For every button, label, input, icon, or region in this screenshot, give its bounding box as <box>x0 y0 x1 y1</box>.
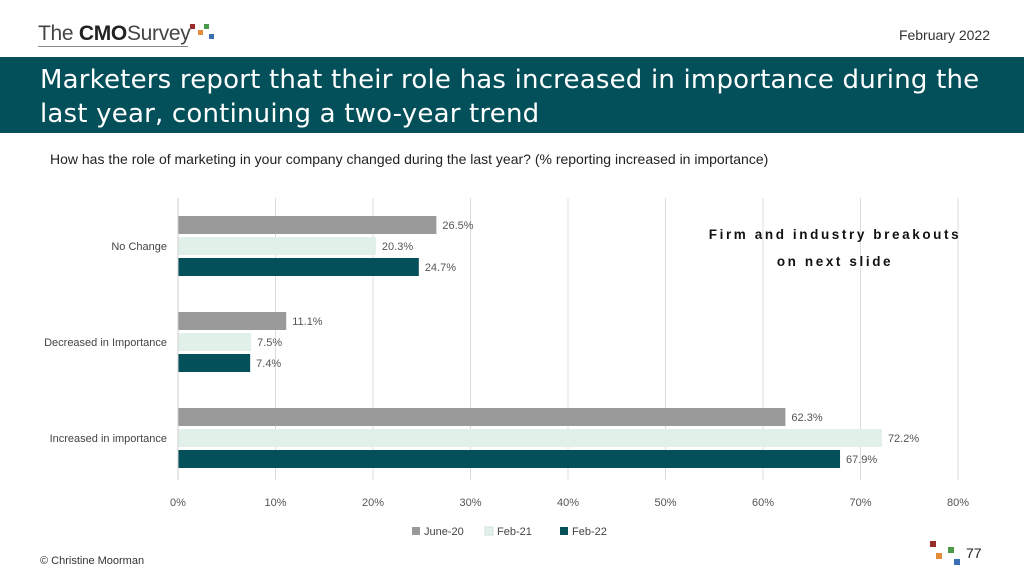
bar <box>178 333 252 351</box>
bar <box>178 429 882 447</box>
title-banner <box>0 57 1024 133</box>
bar <box>178 312 287 330</box>
category-label: Decreased in Importance <box>44 337 167 349</box>
x-tick-label: 50% <box>654 497 676 509</box>
logo-brand: CMO <box>78 22 127 45</box>
bar <box>178 237 376 255</box>
bar <box>178 408 786 426</box>
copyright: © Christine Moorman <box>40 555 145 567</box>
category-label: Increased in importance <box>50 433 167 445</box>
logo-underline <box>38 46 188 47</box>
data-label: 20.3% <box>382 241 413 253</box>
logo-prefix: The <box>38 22 74 45</box>
x-tick-label: 80% <box>947 497 969 509</box>
report-date: February 2022 <box>898 27 990 43</box>
page-number: 77 <box>966 545 982 561</box>
legend-label: June-20 <box>424 526 464 538</box>
bar-chart: 0% 10% 20% 30% 40% 50% 60% 70% 80% No Change 26.5%… <box>44 198 969 538</box>
bar <box>178 258 419 276</box>
data-label: 7.5% <box>257 337 282 349</box>
category-label: No Change <box>111 241 167 253</box>
x-tick-label: 70% <box>849 497 871 509</box>
legend-label: Feb-22 <box>572 526 607 538</box>
data-label: 7.4% <box>256 358 281 370</box>
cmo-survey-logo: The CMOSurvey <box>38 22 191 46</box>
survey-question: How has the role of marketing in your co… <box>50 151 769 167</box>
slide-title: Marketers report that their role has inc… <box>40 65 980 129</box>
legend-swatch <box>484 526 494 536</box>
bar <box>178 450 841 468</box>
data-label: 67.9% <box>846 454 877 466</box>
x-tick-label: 10% <box>264 497 286 509</box>
bar <box>178 354 251 372</box>
x-tick-label: 0% <box>170 497 186 509</box>
bar <box>178 216 437 234</box>
data-label: 26.5% <box>442 220 473 232</box>
x-tick-label: 40% <box>557 497 579 509</box>
legend-swatch <box>560 527 568 535</box>
x-tick-label: 60% <box>752 497 774 509</box>
x-tick-label: 30% <box>459 497 481 509</box>
data-label: 24.7% <box>425 262 456 274</box>
data-label: 72.2% <box>888 433 919 445</box>
breakout-note: Firm and industry breakouts on next slid… <box>708 227 962 269</box>
x-tick-label: 20% <box>362 497 384 509</box>
data-label: 62.3% <box>791 412 822 424</box>
legend-label: Feb-21 <box>497 526 532 538</box>
footer-logo-dots-icon <box>930 541 960 565</box>
logo-suffix: Survey <box>126 22 191 45</box>
logo-dots-icon <box>190 24 214 39</box>
data-label: 11.1% <box>292 316 323 328</box>
legend-swatch <box>412 527 420 535</box>
